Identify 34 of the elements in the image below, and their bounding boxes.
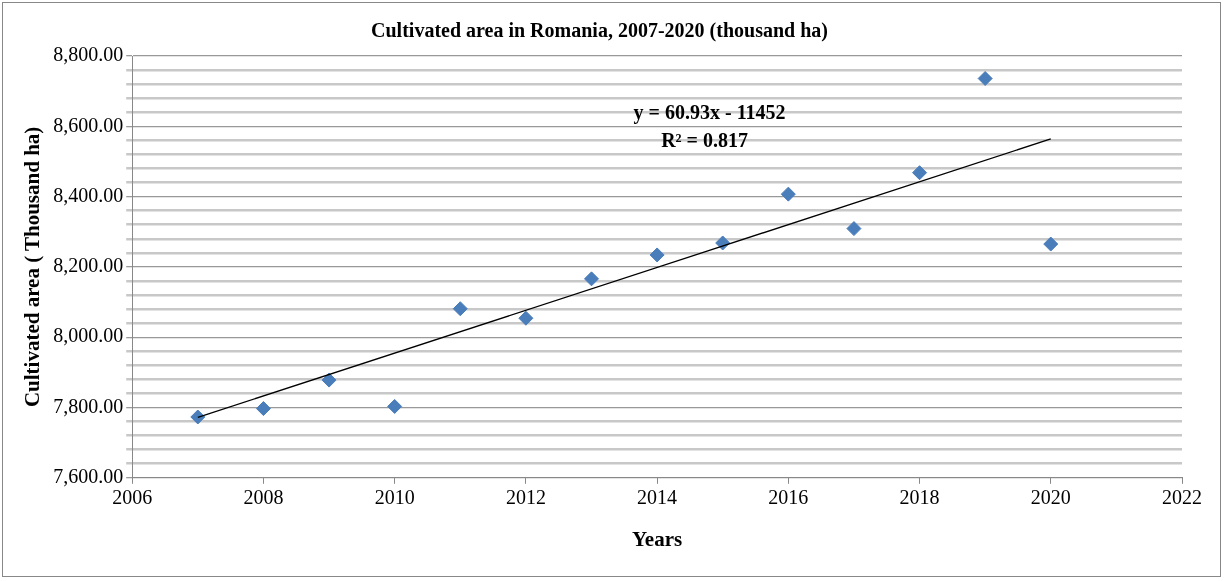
y-tick-label: 8,800.00 [53, 43, 124, 66]
point [780, 186, 796, 202]
x-tick-label: 2020 [1030, 486, 1071, 509]
y-tick-label: 8,400.00 [53, 183, 124, 206]
y-axis-title: Cultivated area ( Thousand ha) [20, 126, 45, 408]
point [321, 372, 337, 388]
point [583, 271, 599, 287]
x-tick-label: 2016 [768, 486, 809, 509]
x-tick-label: 2022 [1162, 486, 1202, 509]
point [977, 71, 993, 86]
chart-title: Cultivated area in Romania, 2007-2020 (thousand ha) [371, 19, 828, 43]
x-tick-label: 2018 [899, 486, 940, 509]
annotation: R² = 0.817 [661, 129, 749, 152]
point [255, 401, 271, 417]
annotation: y = 60.93x - 11452 [633, 101, 786, 125]
point [190, 409, 206, 425]
x-tick-label: 2008 [243, 486, 284, 509]
y-tick-label: 7,600.00 [53, 465, 124, 488]
x-tick-label: 2010 [374, 486, 415, 509]
x-tick-label: 2006 [112, 486, 153, 509]
x-tick-label: 2012 [505, 486, 546, 509]
point [452, 301, 468, 317]
point [387, 398, 403, 414]
point [649, 247, 665, 263]
point [1043, 236, 1059, 252]
point [846, 221, 862, 237]
y-tick-label: 8,000.00 [53, 324, 124, 347]
x-tick-label: 2014 [637, 486, 678, 509]
y-tick-label: 8,200.00 [53, 254, 124, 277]
y-tick-label: 8,600.00 [53, 113, 124, 136]
point [912, 165, 928, 181]
x-axis-title: Years [632, 526, 683, 551]
y-tick-label: 7,800.00 [53, 394, 124, 417]
point [518, 310, 534, 326]
